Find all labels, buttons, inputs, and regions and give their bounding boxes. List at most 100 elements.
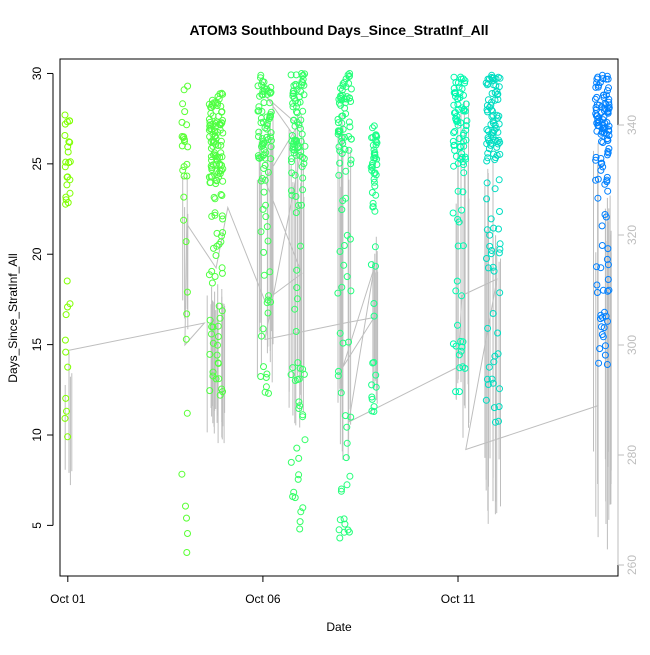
data-point	[298, 130, 306, 138]
data-point	[483, 126, 491, 134]
data-point	[489, 263, 497, 271]
data-point	[289, 364, 297, 372]
data-point	[64, 433, 72, 441]
data-point	[344, 71, 352, 79]
data-point	[368, 407, 376, 415]
data-point	[484, 80, 492, 88]
data-point	[261, 124, 269, 132]
data-point	[593, 263, 600, 271]
data-point	[459, 188, 467, 196]
data-point	[266, 89, 274, 96]
data-point	[370, 178, 378, 186]
data-point	[64, 143, 72, 151]
data-point	[267, 298, 275, 306]
data-point	[338, 485, 345, 493]
data-point	[260, 248, 268, 256]
data-point	[488, 129, 496, 137]
data-point	[178, 118, 186, 126]
data-point	[218, 192, 226, 199]
data-point	[334, 127, 342, 135]
data-point	[371, 182, 379, 190]
data-point	[370, 403, 378, 411]
data-point	[184, 530, 191, 537]
data-point	[266, 113, 274, 121]
data-point	[287, 371, 295, 379]
data-point	[265, 389, 272, 397]
x-tick-label: Oct 01	[50, 592, 86, 606]
data-point	[451, 128, 459, 135]
chart-title: ATOM3 Southbound Days_Since_StratInf_All	[190, 22, 489, 38]
data-point	[488, 106, 495, 114]
data-point	[491, 418, 499, 426]
data-point	[483, 102, 491, 109]
data-point	[449, 340, 457, 348]
data-point	[259, 91, 267, 99]
data-point	[288, 158, 295, 166]
data-point	[206, 387, 214, 395]
data-point	[485, 75, 493, 83]
data-point	[217, 137, 225, 145]
data-point	[490, 150, 498, 158]
data-point	[261, 161, 269, 169]
data-point	[595, 359, 603, 367]
data-point	[342, 83, 350, 91]
data-point	[454, 321, 461, 329]
data-point	[208, 279, 216, 287]
data-point	[598, 242, 606, 249]
y2-tick-label: 340	[625, 115, 639, 135]
data-point	[597, 160, 605, 168]
data-point	[289, 92, 297, 100]
data-point	[205, 173, 213, 181]
data-point	[483, 106, 491, 114]
y-tick-label: 20	[30, 247, 44, 261]
data-point	[370, 300, 378, 307]
data-point	[62, 348, 70, 356]
data-point	[491, 96, 499, 104]
data-point	[183, 310, 191, 318]
data-point	[603, 361, 611, 368]
data-point	[370, 122, 378, 130]
data-point	[263, 370, 271, 378]
data-point	[211, 211, 219, 219]
data-point	[460, 91, 467, 99]
points-layer	[61, 70, 613, 556]
data-point	[292, 151, 300, 159]
data-point	[214, 128, 222, 136]
data-point	[291, 171, 299, 179]
data-point	[601, 180, 609, 188]
data-point	[601, 351, 609, 359]
data-point	[370, 150, 378, 158]
data-point	[180, 136, 188, 143]
data-point	[256, 92, 264, 100]
data-point	[342, 99, 350, 107]
data-point	[180, 193, 188, 201]
data-point	[258, 135, 266, 143]
data-point	[336, 159, 344, 167]
data-point	[462, 136, 470, 144]
data-point	[488, 247, 496, 254]
data-point	[340, 515, 348, 523]
data-point	[214, 333, 222, 341]
data-point	[347, 160, 355, 168]
data-point	[495, 403, 503, 411]
data-point	[180, 86, 188, 94]
data-point	[66, 300, 74, 308]
data-point	[455, 135, 463, 143]
data-point	[182, 238, 190, 246]
data-point	[299, 504, 307, 512]
data-point	[463, 117, 471, 125]
data-point	[260, 271, 268, 279]
data-point	[450, 101, 458, 109]
data-point	[482, 396, 490, 404]
data-point	[485, 137, 493, 145]
data-point	[64, 148, 72, 156]
data-point	[61, 414, 69, 422]
y2-tick-label: 260	[625, 555, 639, 575]
secondary-series-line	[67, 97, 599, 451]
data-point	[483, 157, 491, 165]
data-point	[263, 223, 271, 231]
data-point	[62, 394, 70, 402]
data-point	[289, 145, 297, 153]
data-point	[288, 155, 295, 163]
data-point	[336, 329, 344, 337]
